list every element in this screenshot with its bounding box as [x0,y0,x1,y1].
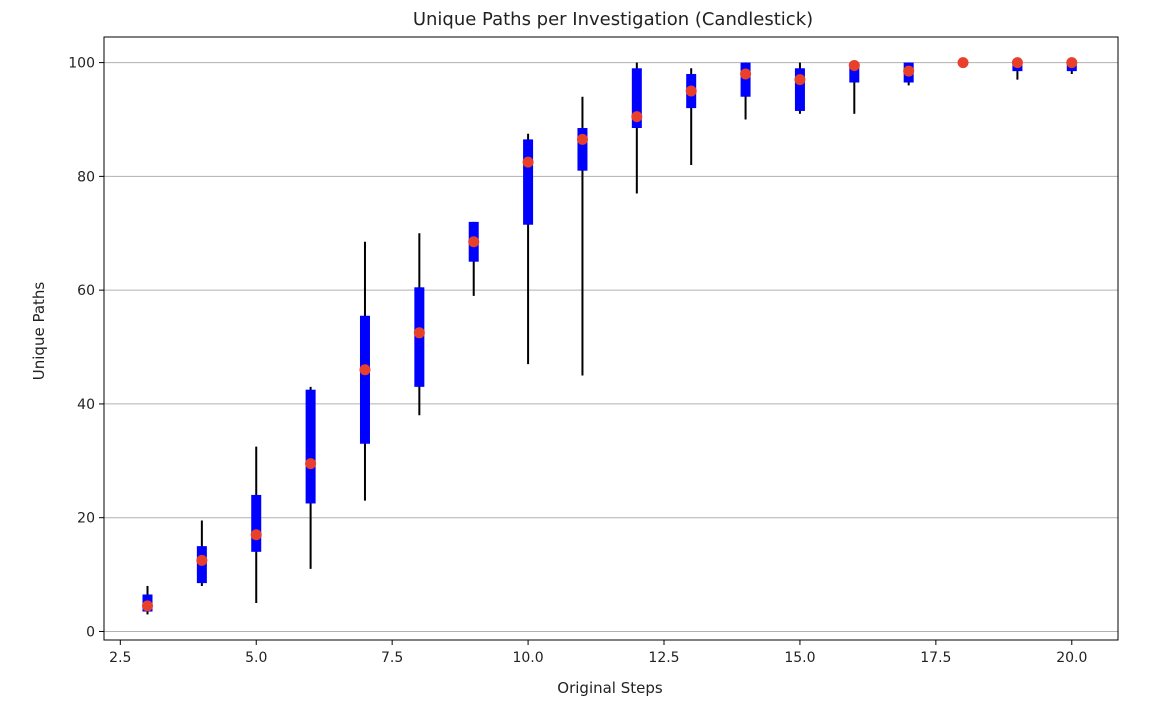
markers [141,57,1078,612]
x-axis-ticks: 2.5 5.0 7.5 10.0 12.5 15.0 17.5 20.0 [109,640,1087,666]
y-axis-ticks: 0 20 40 60 80 100 [68,56,104,640]
mean-marker [468,236,480,248]
mean-marker [1066,57,1078,69]
y-axis-label: Unique Paths [30,282,48,381]
mean-marker [685,85,697,97]
x-tick-label: 7.5 [381,650,403,666]
mean-marker [305,458,317,470]
boxes [142,62,1077,612]
candle-box [631,68,642,129]
x-tick-label: 10.0 [512,650,543,666]
mean-marker [794,74,806,86]
x-tick-label: 2.5 [109,650,131,666]
candle-box [849,62,860,83]
x-axis-label: Original Steps [557,679,663,697]
mean-marker [848,59,860,71]
y-tick-label: 0 [86,624,95,640]
candle-box [577,128,588,171]
candle-box [251,494,262,552]
candle-box [794,68,805,111]
mean-marker [740,68,752,80]
x-tick-label: 12.5 [648,650,679,666]
x-tick-label: 5.0 [245,650,267,666]
mean-marker [413,327,425,339]
x-tick-label: 17.5 [920,650,951,666]
mean-marker [957,57,969,69]
whiskers [146,62,1073,615]
grid-lines [104,62,1118,632]
mean-marker [631,111,643,123]
candle-box [305,389,316,504]
plot-area-frame [103,36,1119,641]
y-tick-label: 20 [77,511,95,527]
candle-box [523,139,534,225]
y-tick-label: 100 [68,56,95,72]
mean-marker [359,364,371,376]
x-tick-label: 20.0 [1056,650,1087,666]
x-tick-label: 15.0 [784,650,815,666]
mean-marker [141,600,153,612]
mean-marker [250,529,262,541]
y-tick-label: 80 [77,169,95,185]
y-tick-label: 40 [77,397,95,413]
candle-box [359,315,370,444]
mean-marker [576,133,588,145]
mean-marker [522,156,534,168]
mean-marker [1011,57,1023,69]
candle-box [740,62,751,97]
chart-title: Unique Paths per Investigation (Candlest… [413,9,813,30]
mean-marker [903,65,915,77]
y-tick-label: 60 [77,283,95,299]
mean-marker [196,554,208,566]
